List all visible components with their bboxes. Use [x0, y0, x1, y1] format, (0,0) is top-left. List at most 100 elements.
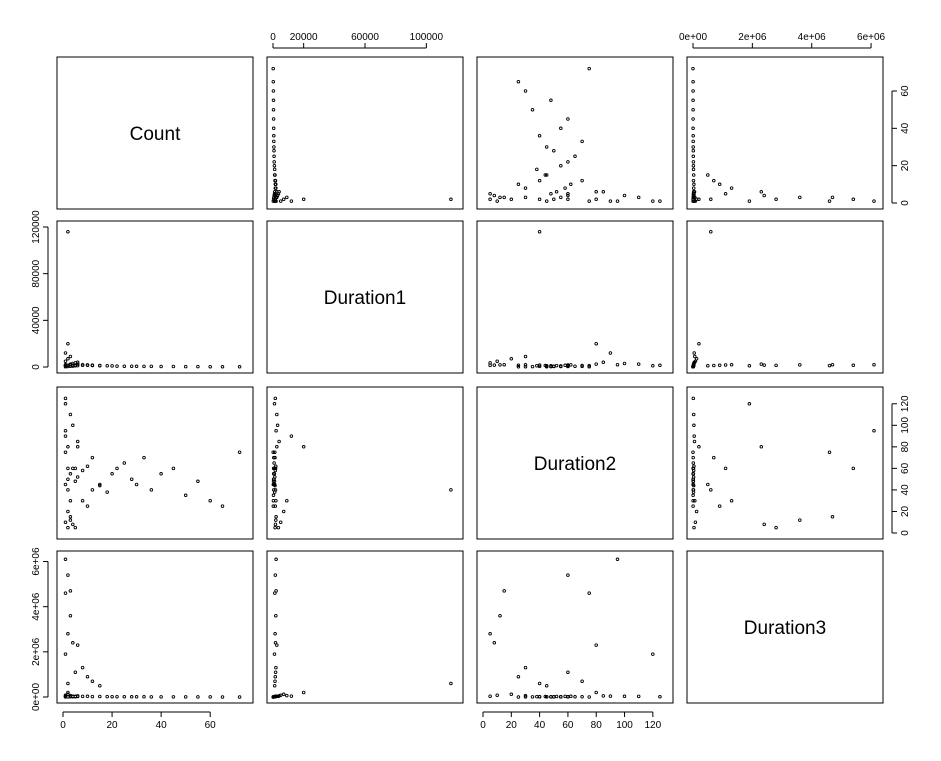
- data-point: [71, 641, 75, 645]
- data-point: [285, 195, 289, 200]
- data-point: [587, 695, 591, 699]
- data-point: [697, 445, 701, 449]
- data-point: [747, 364, 752, 368]
- data-point: [523, 364, 528, 369]
- data-point: [63, 434, 68, 438]
- data-point: [271, 472, 276, 476]
- data-point: [693, 498, 697, 503]
- panel-border: [266, 220, 464, 374]
- data-point: [149, 488, 154, 492]
- data-point: [516, 182, 521, 187]
- tick-label: 100000: [410, 32, 444, 43]
- tick-label: 40: [900, 122, 911, 134]
- data-point: [774, 525, 778, 530]
- data-point: [66, 488, 70, 492]
- data-point: [694, 357, 699, 361]
- left-axis-duration1: 0 40000 80000 120000: [31, 210, 49, 370]
- panels-layer: Count Duration1 Duration2 Duration3: [56, 56, 884, 704]
- data-point: [691, 195, 696, 200]
- data-point: [273, 450, 277, 454]
- data-point: [488, 632, 492, 636]
- data-point: [271, 66, 275, 71]
- tick-label: 0e+00: [31, 683, 42, 712]
- data-point: [274, 557, 278, 562]
- data-point: [272, 461, 276, 465]
- data-point: [566, 193, 570, 198]
- data-point: [691, 89, 695, 93]
- data-point: [537, 695, 542, 699]
- data-point: [285, 693, 289, 698]
- data-point: [63, 364, 68, 368]
- data-point: [159, 472, 163, 476]
- data-point: [697, 341, 701, 346]
- data-point: [691, 504, 695, 508]
- data-point: [275, 445, 279, 449]
- data-point: [488, 694, 492, 698]
- data-point: [273, 182, 278, 187]
- data-point: [691, 498, 695, 503]
- data-point: [289, 434, 294, 438]
- data-point: [183, 493, 188, 498]
- data-point: [709, 229, 713, 234]
- data-point: [80, 694, 85, 699]
- tick-label: 80000: [31, 259, 42, 287]
- panel-border: [266, 550, 464, 704]
- data-point: [90, 455, 95, 460]
- data-point: [66, 477, 70, 481]
- data-point: [535, 167, 539, 172]
- data-point: [615, 557, 620, 562]
- data-point: [691, 472, 695, 476]
- data-point: [691, 139, 695, 144]
- data-point: [544, 173, 549, 177]
- panel-r3-c2: [266, 386, 464, 540]
- panel-border: [476, 220, 674, 374]
- data-point: [569, 182, 573, 187]
- data-point: [105, 490, 109, 494]
- data-point: [115, 694, 119, 699]
- data-point: [63, 591, 68, 595]
- data-point: [608, 351, 613, 355]
- data-point: [523, 363, 528, 367]
- tick-label: 60000: [351, 32, 379, 43]
- data-point: [237, 365, 242, 369]
- tick-label: 120: [645, 720, 662, 731]
- data-point: [692, 191, 696, 196]
- data-point: [129, 695, 134, 699]
- data-point: [573, 154, 577, 159]
- data-point: [281, 509, 286, 514]
- data-point: [122, 364, 127, 368]
- data-point: [709, 197, 713, 202]
- data-point: [73, 479, 78, 484]
- data-point: [492, 363, 497, 367]
- data-point: [66, 692, 70, 697]
- data-point: [220, 695, 225, 699]
- data-point: [615, 362, 620, 367]
- data-point: [827, 363, 832, 368]
- data-point: [693, 354, 697, 359]
- tick-label: 100: [616, 720, 633, 731]
- tick-label: 0: [60, 720, 66, 731]
- data-point: [285, 498, 289, 503]
- tick-label: 0e+00: [679, 32, 708, 43]
- data-point: [636, 195, 641, 200]
- data-point: [134, 482, 139, 487]
- data-point: [75, 439, 80, 444]
- data-point: [115, 364, 119, 368]
- data-point: [85, 674, 90, 679]
- data-point: [271, 107, 276, 112]
- data-point: [594, 197, 598, 202]
- panel-r1-c4: [686, 56, 884, 210]
- data-point: [691, 154, 696, 159]
- data-point: [566, 695, 570, 699]
- data-point: [275, 423, 280, 428]
- data-point: [566, 364, 570, 369]
- data-point: [544, 199, 549, 203]
- data-point: [105, 694, 109, 699]
- data-point: [872, 362, 876, 367]
- data-point: [68, 498, 73, 503]
- data-point: [159, 364, 163, 369]
- data-point: [80, 665, 85, 670]
- data-point: [273, 522, 278, 527]
- data-point: [273, 525, 277, 530]
